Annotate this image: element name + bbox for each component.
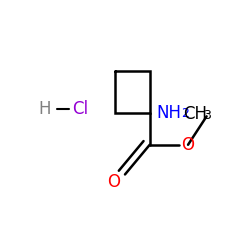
Text: NH: NH xyxy=(156,104,181,122)
Text: H: H xyxy=(38,100,51,118)
Text: CH: CH xyxy=(183,105,207,123)
Text: 3: 3 xyxy=(203,108,211,122)
Text: O: O xyxy=(108,173,120,191)
Text: Cl: Cl xyxy=(72,100,88,118)
Text: O: O xyxy=(180,136,194,154)
Text: 2: 2 xyxy=(180,108,188,120)
